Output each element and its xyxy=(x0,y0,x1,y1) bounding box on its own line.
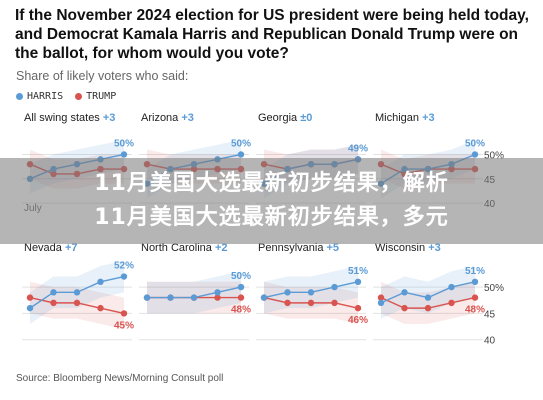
panel-title-text: Pennsylvania xyxy=(258,242,327,254)
harris-point xyxy=(190,294,198,301)
trump-point xyxy=(331,299,338,307)
panel-margin: +7 xyxy=(65,242,78,254)
panel-title-michigan: Michigan +3 xyxy=(375,112,435,124)
harris-point xyxy=(354,278,362,285)
harris-point xyxy=(120,273,128,280)
panel-title-text: Arizona xyxy=(141,112,181,124)
panel-title-north-carolina: North Carolina +2 xyxy=(141,242,228,254)
harris-point xyxy=(377,299,385,307)
panel-title-arizona: Arizona +3 xyxy=(141,112,194,124)
harris-point xyxy=(143,294,151,301)
harris-point xyxy=(260,294,268,301)
harris-point xyxy=(97,278,104,285)
harris-point xyxy=(284,289,291,296)
trump-end-label: 46% xyxy=(348,315,368,326)
panel-margin: +3 xyxy=(422,112,435,124)
panel-margin: +5 xyxy=(327,242,340,254)
harris-dot-icon xyxy=(16,93,23,100)
harris-point xyxy=(401,289,408,296)
y-tick-label: 50% xyxy=(484,283,504,294)
harris-band-north-carolina xyxy=(147,271,241,314)
harris-end-label: 50% xyxy=(465,138,485,149)
overlay-text-line-2: 11月美国大选最新初步结果，多元 xyxy=(94,205,449,230)
trump-band-wisconsin xyxy=(381,281,475,324)
harris-end-label: 52% xyxy=(114,261,134,272)
panel-margin: +3 xyxy=(428,242,441,254)
harris-end-label: 50% xyxy=(231,271,251,282)
harris-point xyxy=(167,294,174,301)
subtitle: Share of likely voters who said: xyxy=(16,69,189,83)
y-tick-label: 45 xyxy=(484,309,496,320)
panel-title-wisconsin: Wisconsin +3 xyxy=(375,242,441,254)
harris-point xyxy=(307,289,315,296)
harris-point xyxy=(331,283,338,291)
trump-point xyxy=(50,299,57,307)
trump-point xyxy=(354,304,362,312)
harris-point xyxy=(237,151,245,158)
harris-point xyxy=(424,294,432,301)
legend-label-harris: HARRIS xyxy=(27,91,64,102)
trump-dot-icon xyxy=(75,93,83,100)
source-note: Source: Bloomberg News/Morning Consult p… xyxy=(16,373,224,384)
headline: If the November 2024 election for US pre… xyxy=(15,7,529,62)
overlay-banner: 11月美国大选最新初步结果，解析 11月美国大选最新初步结果，多元 xyxy=(0,158,543,244)
harris-end-label: 50% xyxy=(231,138,251,149)
trump-point xyxy=(471,294,479,301)
panel-title-georgia: Georgia ±0 xyxy=(258,112,312,124)
panel-margin: +3 xyxy=(181,112,194,124)
trump-point xyxy=(237,294,245,301)
trump-point xyxy=(214,294,221,301)
trump-point xyxy=(401,304,408,312)
harris-point xyxy=(50,289,57,296)
legend: HARRIS TRUMP xyxy=(16,91,116,102)
harris-point xyxy=(237,283,245,291)
panel-title-all-swing-states: All swing states +3 xyxy=(24,112,115,124)
panel-title-text: North Carolina xyxy=(141,242,215,254)
harris-end-label: 51% xyxy=(465,266,485,277)
panel-title-text: Georgia xyxy=(258,112,300,124)
legend-label-trump: TRUMP xyxy=(86,91,117,102)
legend-item-harris: HARRIS xyxy=(16,91,63,102)
trump-point xyxy=(307,299,315,307)
panel-title-nevada: Nevada +7 xyxy=(24,242,78,254)
panel-margin: +2 xyxy=(215,242,228,254)
harris-point xyxy=(448,283,455,291)
trump-point xyxy=(377,294,385,301)
trump-point xyxy=(284,299,291,307)
panel-title-text: Wisconsin xyxy=(375,242,428,254)
panel-margin: +3 xyxy=(103,112,116,124)
panel-title-pennsylvania: Pennsylvania +5 xyxy=(258,242,339,254)
panel-margin: ±0 xyxy=(300,112,312,124)
trump-end-label: 45% xyxy=(114,320,134,331)
y-tick-label: 50% xyxy=(484,150,504,161)
panel-title-text: Nevada xyxy=(24,242,65,254)
overlay-text-line-1: 11月美国大选最新初步结果，解析 xyxy=(94,171,449,196)
harris-point xyxy=(26,304,34,312)
trump-point xyxy=(424,304,432,312)
harris-end-label: 50% xyxy=(114,138,134,149)
trump-end-label: 48% xyxy=(231,305,251,316)
panel-title-text: All swing states xyxy=(24,112,103,124)
harris-point xyxy=(214,289,221,296)
harris-point xyxy=(73,289,81,296)
harris-point xyxy=(120,151,128,158)
trump-point xyxy=(448,299,455,307)
trump-point xyxy=(120,310,128,317)
trump-point xyxy=(73,299,81,307)
y-tick-label: 40 xyxy=(484,336,496,347)
harris-point xyxy=(471,278,479,285)
harris-end-label: 49% xyxy=(348,143,368,154)
trump-point xyxy=(97,304,104,312)
legend-item-trump: TRUMP xyxy=(75,91,116,102)
trump-end-label: 48% xyxy=(465,305,485,316)
harris-point xyxy=(471,151,479,158)
harris-end-label: 51% xyxy=(348,266,368,277)
trump-point xyxy=(26,294,34,301)
panel-title-text: Michigan xyxy=(375,112,422,124)
